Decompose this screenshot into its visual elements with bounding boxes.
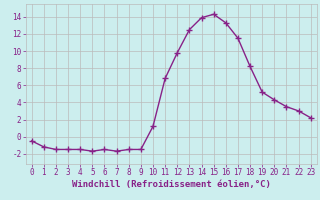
X-axis label: Windchill (Refroidissement éolien,°C): Windchill (Refroidissement éolien,°C) <box>72 180 271 189</box>
